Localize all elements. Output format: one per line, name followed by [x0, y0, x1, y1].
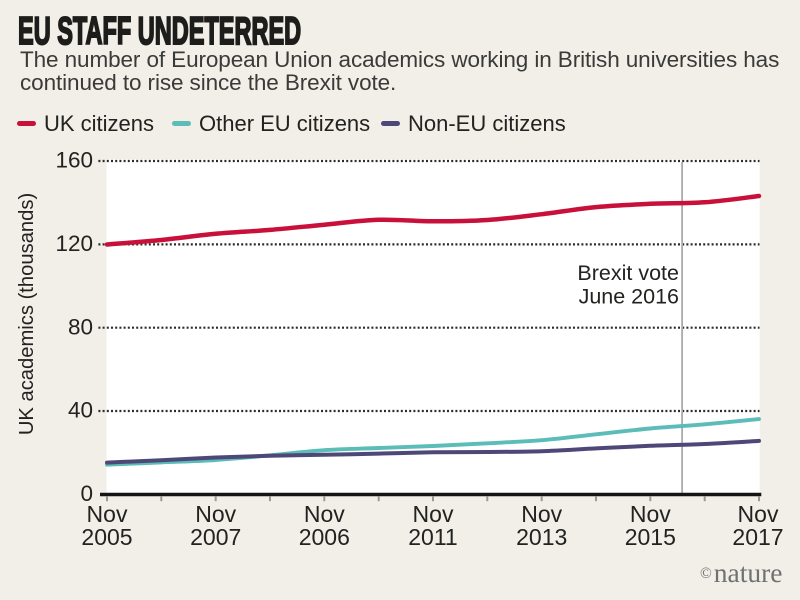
svg-text:160: 160 [55, 148, 93, 173]
svg-text:2006: 2006 [299, 524, 350, 550]
svg-text:2017: 2017 [732, 524, 783, 550]
svg-text:2005: 2005 [81, 524, 132, 550]
svg-text:2007: 2007 [190, 524, 241, 550]
svg-text:2013: 2013 [516, 524, 567, 550]
svg-text:Nov: Nov [195, 501, 236, 527]
svg-text:2011: 2011 [408, 524, 457, 550]
svg-text:80: 80 [68, 314, 93, 339]
svg-text:Nov: Nov [630, 501, 671, 527]
svg-text:UK academics (thousands): UK academics (thousands) [16, 193, 38, 435]
svg-text:Nov: Nov [87, 501, 128, 527]
svg-text:2015: 2015 [625, 524, 676, 550]
svg-text:Nov: Nov [521, 501, 562, 527]
svg-text:Nov: Nov [304, 501, 345, 527]
svg-text:June 2016: June 2016 [579, 285, 679, 309]
svg-text:120: 120 [55, 231, 93, 256]
svg-text:40: 40 [68, 398, 93, 423]
svg-text:Nov: Nov [413, 501, 454, 527]
svg-text:0: 0 [80, 481, 93, 506]
svg-text:Nov: Nov [738, 501, 779, 527]
svg-text:Brexit vote: Brexit vote [577, 261, 679, 285]
